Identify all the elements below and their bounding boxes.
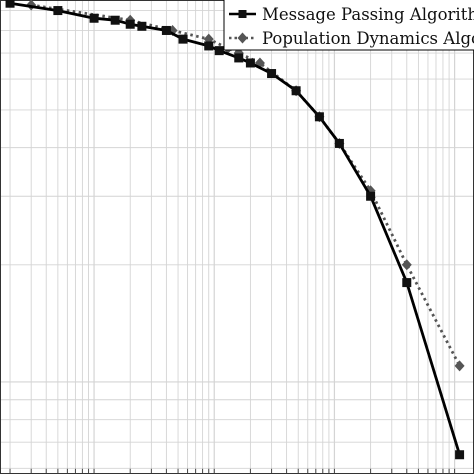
data-point-square [314, 112, 324, 122]
data-point-square [245, 58, 255, 68]
data-point-square [137, 21, 147, 31]
data-point-square [125, 19, 135, 29]
legend-entry-population-dynamics: Population Dynamics Algorithm [229, 29, 474, 48]
series-layer [5, 0, 465, 460]
data-point-square [402, 278, 412, 288]
data-point-square [234, 53, 244, 63]
data-point-square [214, 46, 224, 56]
data-point-diamond [454, 360, 465, 372]
data-point-square [5, 0, 15, 8]
legend-box [223, 0, 474, 51]
data-point-square [334, 138, 344, 148]
data-point-square [110, 15, 120, 25]
legend-entry-message-passing: Message Passing Algorithm [229, 5, 474, 24]
data-point-square [204, 41, 214, 51]
data-point-square [89, 13, 99, 23]
data-point-diamond [401, 259, 412, 271]
data-point-square [455, 450, 465, 460]
legend-marker-population-dynamics [237, 32, 248, 44]
data-point-square [161, 25, 171, 35]
data-point-square [178, 34, 188, 44]
legend-label-population-dynamics: Population Dynamics Algorithm [262, 29, 474, 48]
legend-label-message-passing: Message Passing Algorithm [262, 5, 474, 24]
series-message-passing [5, 0, 465, 460]
data-point-square [366, 191, 376, 201]
data-point-square [53, 6, 63, 16]
data-point-square [291, 86, 301, 96]
legend: Message Passing Algorithm Population Dyn… [223, 0, 474, 51]
data-point-square [267, 69, 277, 79]
legend-marker-message-passing [238, 10, 247, 18]
